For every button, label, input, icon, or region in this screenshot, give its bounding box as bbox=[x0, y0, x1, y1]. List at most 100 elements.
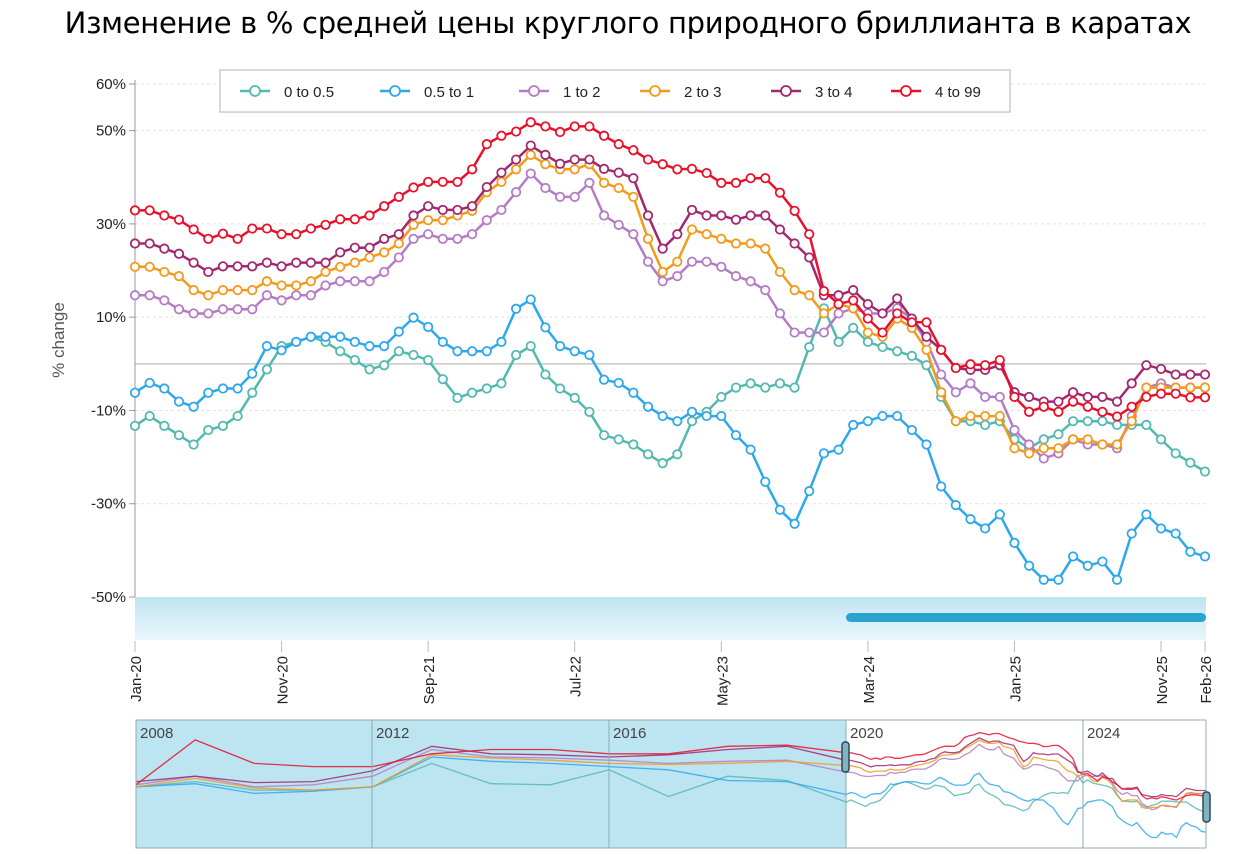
data-point[interactable] bbox=[379, 233, 390, 244]
data-point[interactable] bbox=[569, 346, 580, 357]
data-point[interactable] bbox=[276, 345, 287, 356]
data-point[interactable] bbox=[1024, 406, 1035, 417]
data-point[interactable] bbox=[686, 224, 698, 235]
data-point[interactable] bbox=[364, 242, 375, 253]
data-point[interactable] bbox=[1141, 382, 1152, 393]
data-point[interactable] bbox=[203, 387, 214, 398]
data-point[interactable] bbox=[510, 154, 522, 165]
data-point[interactable] bbox=[1067, 387, 1079, 398]
data-point[interactable] bbox=[144, 377, 155, 389]
data-point[interactable] bbox=[525, 117, 536, 128]
data-point[interactable] bbox=[1141, 360, 1152, 371]
data-point[interactable] bbox=[217, 285, 229, 296]
data-point[interactable] bbox=[159, 243, 170, 254]
data-point[interactable] bbox=[335, 346, 346, 357]
data-point[interactable] bbox=[393, 229, 404, 240]
data-point[interactable] bbox=[921, 344, 932, 355]
data-point[interactable] bbox=[349, 257, 360, 268]
data-point[interactable] bbox=[716, 391, 727, 403]
data-point[interactable] bbox=[862, 327, 873, 338]
data-point[interactable] bbox=[437, 204, 448, 216]
data-point[interactable] bbox=[1155, 434, 1167, 445]
data-point[interactable] bbox=[173, 430, 185, 441]
data-point[interactable] bbox=[862, 416, 873, 427]
data-point[interactable] bbox=[862, 336, 873, 347]
data-point[interactable] bbox=[892, 308, 903, 319]
data-point[interactable] bbox=[936, 369, 947, 380]
data-point[interactable] bbox=[335, 247, 346, 258]
data-point[interactable] bbox=[921, 360, 932, 371]
data-point[interactable] bbox=[1126, 378, 1137, 389]
data-point[interactable] bbox=[423, 321, 434, 333]
data-point[interactable] bbox=[1185, 392, 1196, 403]
data-point[interactable] bbox=[1155, 388, 1167, 399]
data-point[interactable] bbox=[261, 290, 273, 301]
data-point[interactable] bbox=[760, 210, 771, 221]
data-point[interactable] bbox=[452, 233, 463, 244]
data-point[interactable] bbox=[1111, 419, 1123, 431]
data-point[interactable] bbox=[379, 340, 390, 352]
data-point[interactable] bbox=[642, 210, 654, 221]
data-point[interactable] bbox=[232, 261, 243, 272]
data-point[interactable] bbox=[730, 382, 742, 393]
data-point[interactable] bbox=[379, 360, 390, 371]
data-point[interactable] bbox=[569, 154, 580, 165]
data-point[interactable] bbox=[1067, 416, 1079, 427]
data-point[interactable] bbox=[379, 247, 390, 258]
data-point[interactable] bbox=[613, 139, 624, 150]
data-point[interactable] bbox=[452, 176, 463, 188]
data-point[interactable] bbox=[833, 299, 844, 310]
data-point[interactable] bbox=[305, 276, 316, 287]
data-point[interactable] bbox=[452, 204, 463, 216]
data-point[interactable] bbox=[408, 349, 419, 361]
data-point[interactable] bbox=[481, 215, 492, 226]
data-point[interactable] bbox=[936, 344, 947, 355]
data-point[interactable] bbox=[437, 336, 448, 347]
data-point[interactable] bbox=[1111, 574, 1123, 585]
data-point[interactable] bbox=[1082, 391, 1093, 403]
data-point[interactable] bbox=[1185, 457, 1196, 468]
data-point[interactable] bbox=[525, 294, 536, 305]
data-point[interactable] bbox=[525, 149, 536, 160]
data-point[interactable] bbox=[510, 349, 522, 361]
data-point[interactable] bbox=[159, 383, 170, 394]
data-point[interactable] bbox=[950, 387, 961, 398]
data-point[interactable] bbox=[276, 280, 287, 291]
data-point[interactable] bbox=[129, 261, 141, 272]
data-point[interactable] bbox=[217, 261, 229, 272]
data-point[interactable] bbox=[437, 176, 448, 188]
data-point[interactable] bbox=[613, 182, 624, 194]
data-point[interactable] bbox=[437, 215, 448, 226]
data-point[interactable] bbox=[848, 295, 859, 306]
data-point[interactable] bbox=[906, 350, 917, 361]
data-point[interactable] bbox=[628, 229, 639, 240]
data-point[interactable] bbox=[569, 191, 580, 202]
data-point[interactable] bbox=[188, 439, 199, 450]
data-point[interactable] bbox=[1126, 528, 1137, 539]
data-point[interactable] bbox=[716, 261, 727, 272]
data-point[interactable] bbox=[1024, 391, 1035, 403]
data-point[interactable] bbox=[291, 290, 302, 301]
data-point[interactable] bbox=[525, 140, 536, 151]
data-point[interactable] bbox=[1141, 419, 1152, 431]
data-point[interactable] bbox=[467, 201, 478, 212]
data-point[interactable] bbox=[569, 121, 580, 132]
data-point[interactable] bbox=[730, 214, 742, 225]
data-point[interactable] bbox=[745, 173, 756, 184]
data-point[interactable] bbox=[1097, 391, 1108, 403]
data-point[interactable] bbox=[980, 523, 991, 534]
data-point[interactable] bbox=[804, 341, 815, 353]
data-point[interactable] bbox=[672, 164, 683, 175]
data-point[interactable] bbox=[540, 322, 551, 333]
data-point[interactable] bbox=[672, 449, 683, 460]
data-point[interactable] bbox=[364, 340, 375, 352]
data-point[interactable] bbox=[261, 257, 273, 268]
data-point[interactable] bbox=[510, 187, 522, 198]
data-point[interactable] bbox=[129, 238, 141, 249]
data-point[interactable] bbox=[510, 164, 522, 175]
data-point[interactable] bbox=[510, 126, 522, 137]
data-point[interactable] bbox=[159, 210, 170, 221]
legend-item[interactable]: 1 to 2 bbox=[519, 84, 601, 101]
data-point[interactable] bbox=[569, 392, 580, 403]
data-point[interactable] bbox=[818, 327, 830, 338]
